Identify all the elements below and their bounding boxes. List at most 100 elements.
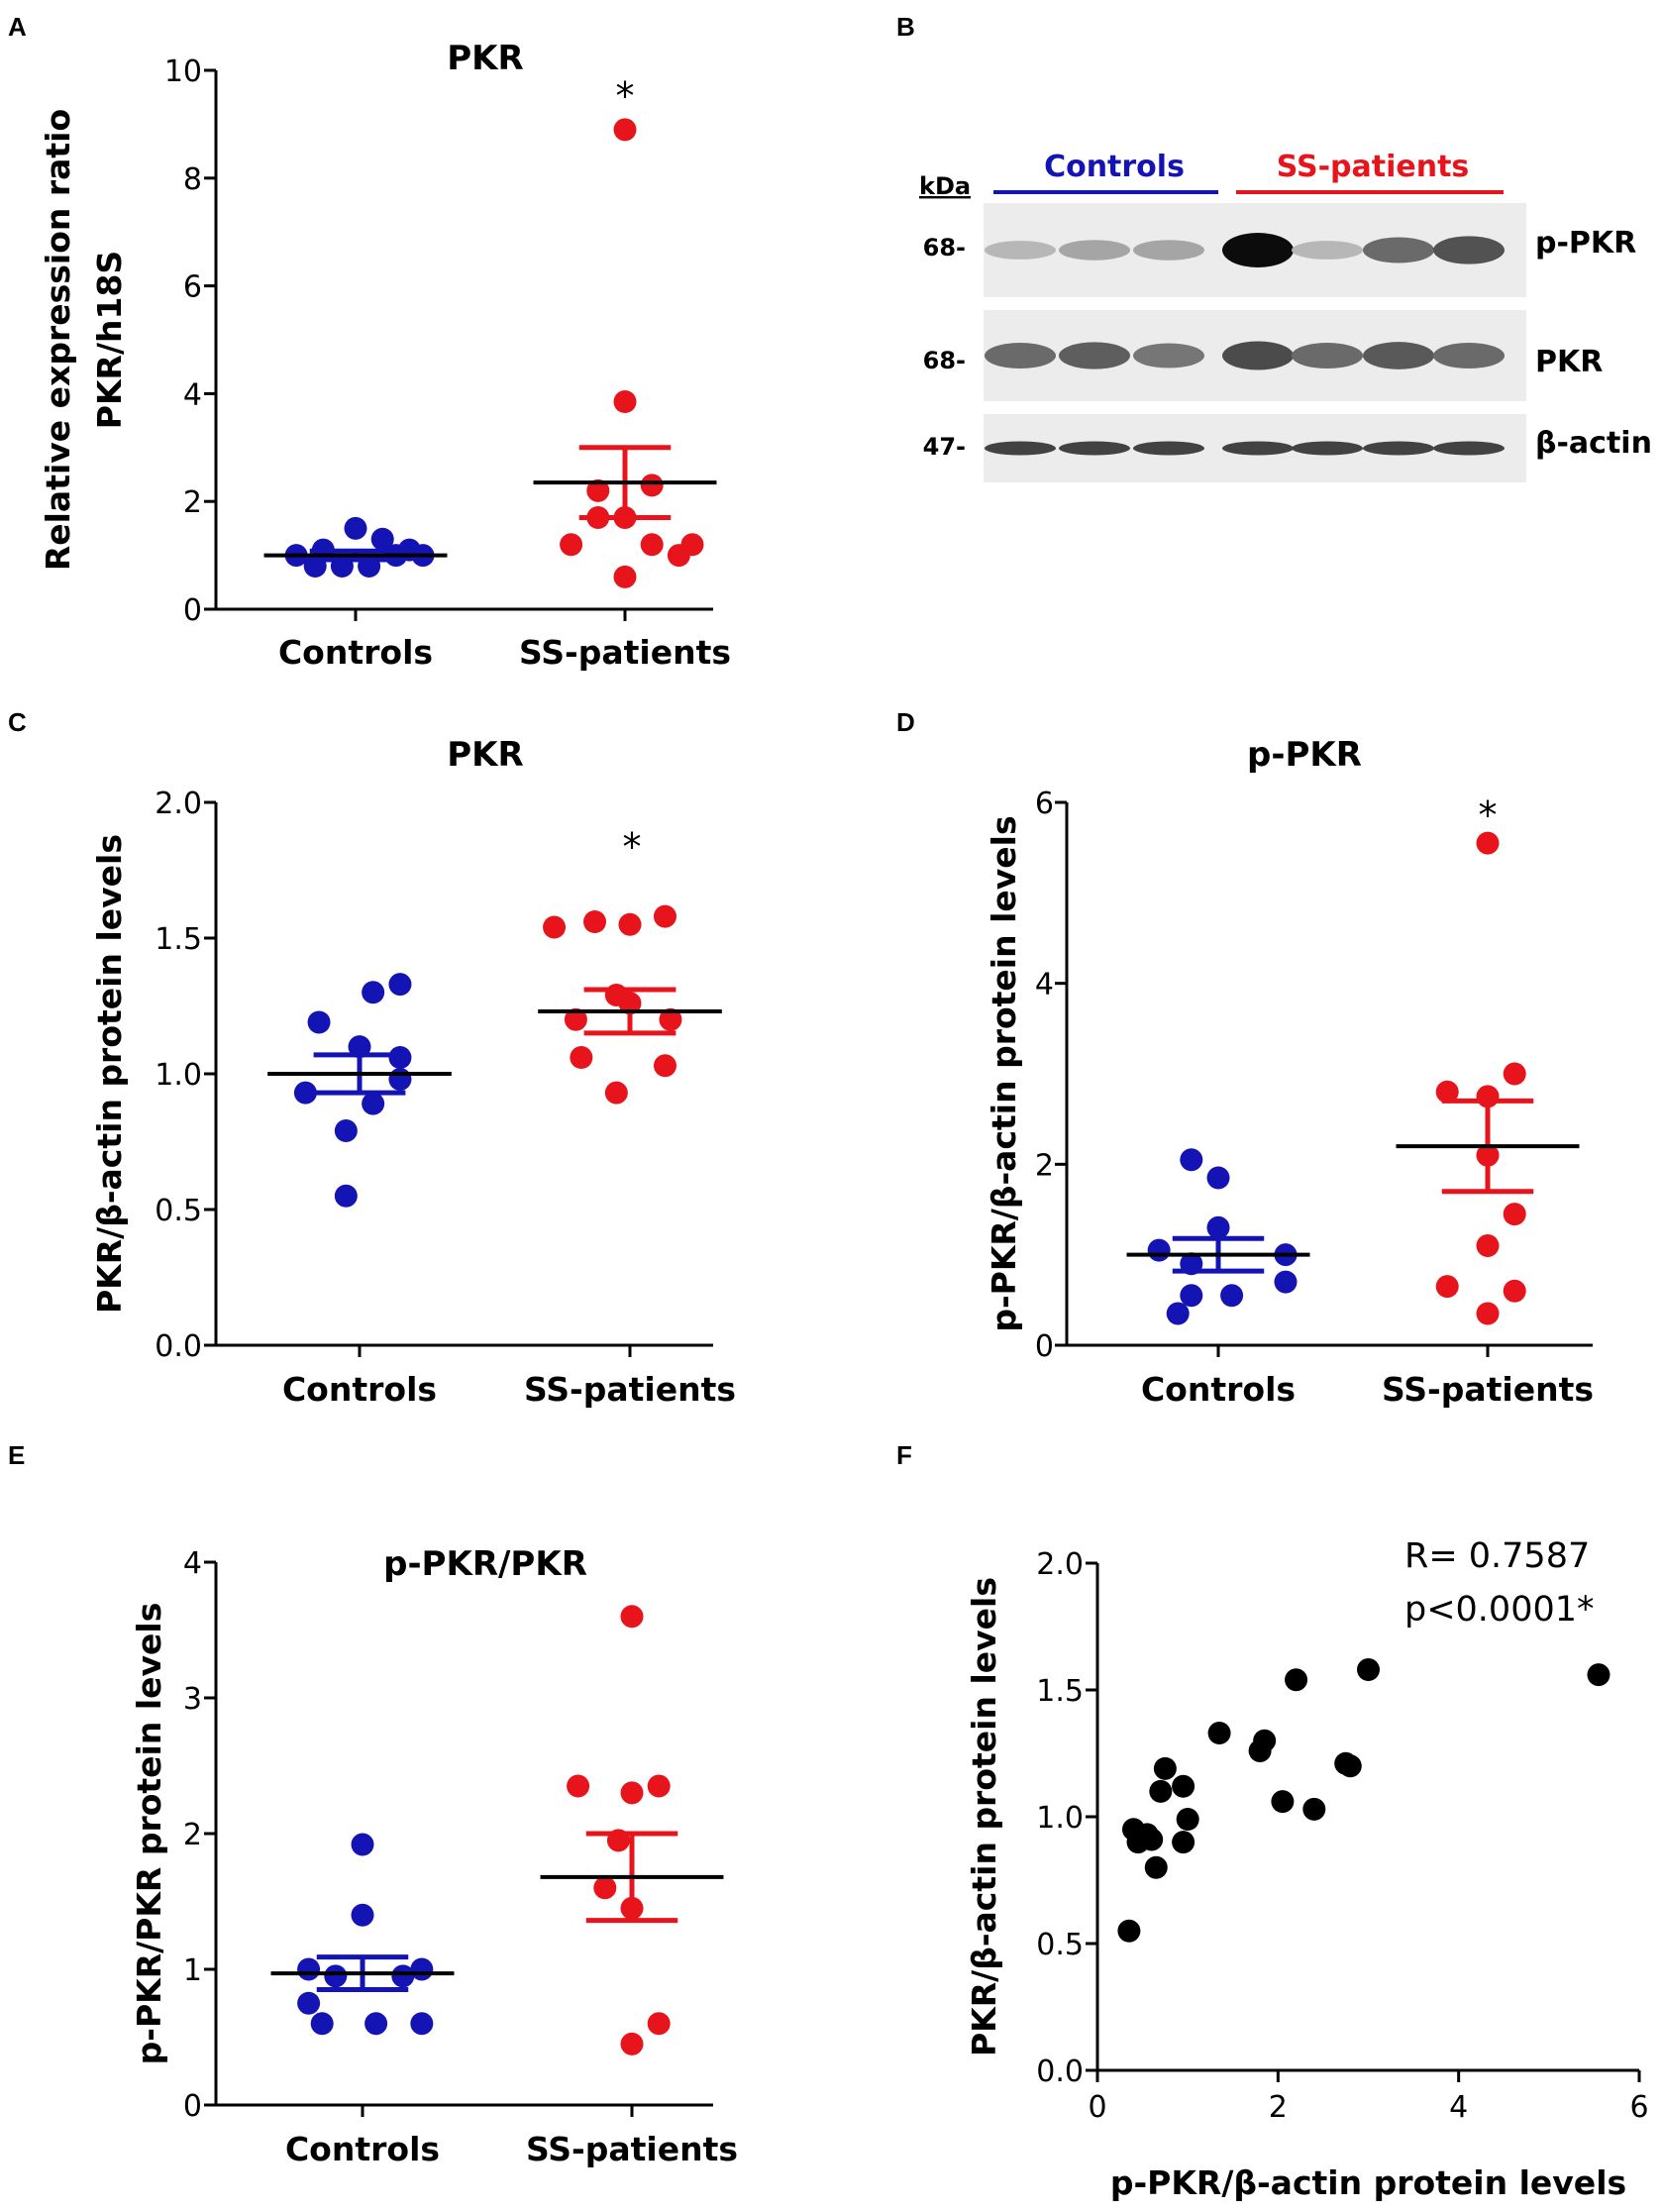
y-tick-label: 10 — [164, 54, 202, 89]
panel-letter-a: A — [8, 12, 27, 42]
blot-band — [1363, 342, 1434, 369]
data-point — [1117, 1919, 1141, 1943]
blot-band — [1433, 342, 1505, 369]
data-point-patients — [618, 912, 642, 936]
blot-band — [985, 342, 1056, 369]
data-point-patients — [604, 1081, 628, 1105]
molecular-weight-marker: 68- — [923, 347, 966, 374]
x-tick-label: 6 — [1629, 2090, 1648, 2125]
chart-title: PKR — [447, 39, 523, 78]
blot-band — [1292, 441, 1363, 456]
x-tick-label: 2 — [1269, 2090, 1288, 2125]
blot-band — [1222, 233, 1294, 267]
y-tick-label: 0.5 — [1036, 1928, 1084, 1962]
data-point-patients — [653, 904, 676, 928]
chart-panel-a: 0 2 4 6 8 10 Relative expression ratio PKR/h18S… — [39, 39, 731, 672]
y-tick-label: 0 — [183, 593, 202, 628]
blot-band — [1292, 342, 1363, 369]
data-point — [1302, 1797, 1326, 1821]
chart-panel-c: 0.0 0.5 1.0 1.5 2.0 PKR/β-actin protein level… — [90, 735, 736, 1409]
y-tick-label: 1.0 — [1036, 1801, 1084, 1836]
chart-title: PKR — [447, 735, 523, 775]
blot-band — [1433, 441, 1505, 456]
data-point-controls — [310, 2012, 334, 2036]
data-point-patients — [613, 118, 637, 142]
data-point-patients — [620, 2032, 644, 2055]
significance-star: * — [623, 825, 642, 869]
y-tick-label: 6 — [1035, 787, 1054, 821]
x-category-label: Controls — [278, 633, 433, 672]
molecular-weight-marker: 47- — [923, 433, 966, 461]
data-point-patients — [620, 1781, 644, 1805]
data-point — [1176, 1808, 1199, 1832]
blot-band — [985, 241, 1056, 260]
data-point-controls — [370, 527, 394, 551]
blot-band — [1433, 236, 1505, 264]
data-point-patients — [560, 533, 583, 557]
data-point-controls — [1220, 1284, 1244, 1308]
data-point-patients — [583, 910, 607, 934]
blot-band — [1133, 240, 1204, 261]
y-axis-label: PKR/β-actin protein levels — [965, 1577, 1003, 2056]
data-point — [1587, 1663, 1611, 1687]
data-point-controls — [362, 1092, 385, 1115]
y-tick-label: 1 — [183, 1953, 202, 1988]
y-axis-label: p-PKR/PKR protein levels — [130, 1603, 168, 2065]
data-point-patients — [659, 1007, 682, 1031]
chart-panel-d: 0 2 4 6 p-PKR/β-actin protein levels p-PKR Con… — [985, 735, 1594, 1409]
blot-row-label: p-PKR — [1535, 226, 1636, 261]
panel-letter-c: C — [8, 707, 27, 737]
blot-band — [1363, 237, 1434, 263]
data-point — [1172, 1774, 1195, 1798]
y-tick-label: 8 — [183, 162, 202, 197]
data-point-patients — [640, 474, 664, 497]
y-axis-label: p-PKR/β-actin protein levels — [985, 815, 1023, 1331]
chart-panel-f: 0.0 0.5 1.0 1.5 2.0 PKR/β-actin protein level… — [965, 1536, 1649, 2202]
x-category-label: SS-patients — [519, 633, 731, 672]
x-category-label: SS-patients — [1382, 1370, 1594, 1409]
y-tick-label: 0.0 — [155, 1329, 202, 1364]
y-tick-label: 2 — [1035, 1148, 1054, 1183]
data-point-patients — [564, 1007, 587, 1031]
data-point-patients — [613, 390, 637, 414]
panel-letter-e: E — [8, 1440, 25, 1470]
data-point — [1253, 1729, 1277, 1752]
data-point-patients — [1503, 1203, 1526, 1226]
data-point — [1172, 1831, 1195, 1854]
chart-title: p-PKR — [1247, 735, 1362, 775]
blot-group-patients: SS-patients — [1277, 150, 1470, 184]
y-tick-label: 4 — [183, 1546, 202, 1581]
y-tick-label: 2.0 — [1036, 1547, 1084, 1582]
data-point-controls — [351, 1833, 374, 1856]
y-tick-label: 1.0 — [155, 1058, 202, 1093]
data-point-patients — [620, 1605, 644, 1629]
data-point-controls — [1166, 1302, 1190, 1325]
y-tick-label: 4 — [183, 377, 202, 412]
y-tick-label: 0 — [183, 2089, 202, 2124]
data-point-controls — [1274, 1270, 1298, 1294]
data-point — [1149, 1779, 1173, 1803]
data-point-controls — [391, 1964, 415, 1988]
data-point-patients — [647, 2012, 671, 2036]
data-point — [1338, 1754, 1362, 1778]
data-point-controls — [307, 1010, 331, 1034]
y-tick-label: 4 — [1035, 968, 1054, 1002]
data-point-patients — [1503, 1062, 1526, 1086]
blot-band — [1133, 441, 1204, 456]
data-point-patients — [593, 1876, 617, 1900]
data-point-patients — [570, 1046, 593, 1070]
blot-band — [1059, 342, 1130, 369]
blot-band — [1363, 441, 1434, 456]
y-tick-label: 2.0 — [155, 787, 202, 821]
chart-title: p-PKR/PKR — [383, 1544, 587, 1584]
data-point-patients — [640, 533, 664, 557]
kda-label: kDa — [919, 172, 971, 200]
data-point — [1140, 1828, 1164, 1851]
data-point-controls — [388, 1046, 412, 1070]
y-tick-label: 2 — [183, 485, 202, 520]
blot-band — [1222, 441, 1294, 456]
blot-band — [1133, 343, 1204, 369]
data-point-controls — [351, 1903, 374, 1927]
y-tick-label: 1.5 — [1036, 1674, 1084, 1709]
